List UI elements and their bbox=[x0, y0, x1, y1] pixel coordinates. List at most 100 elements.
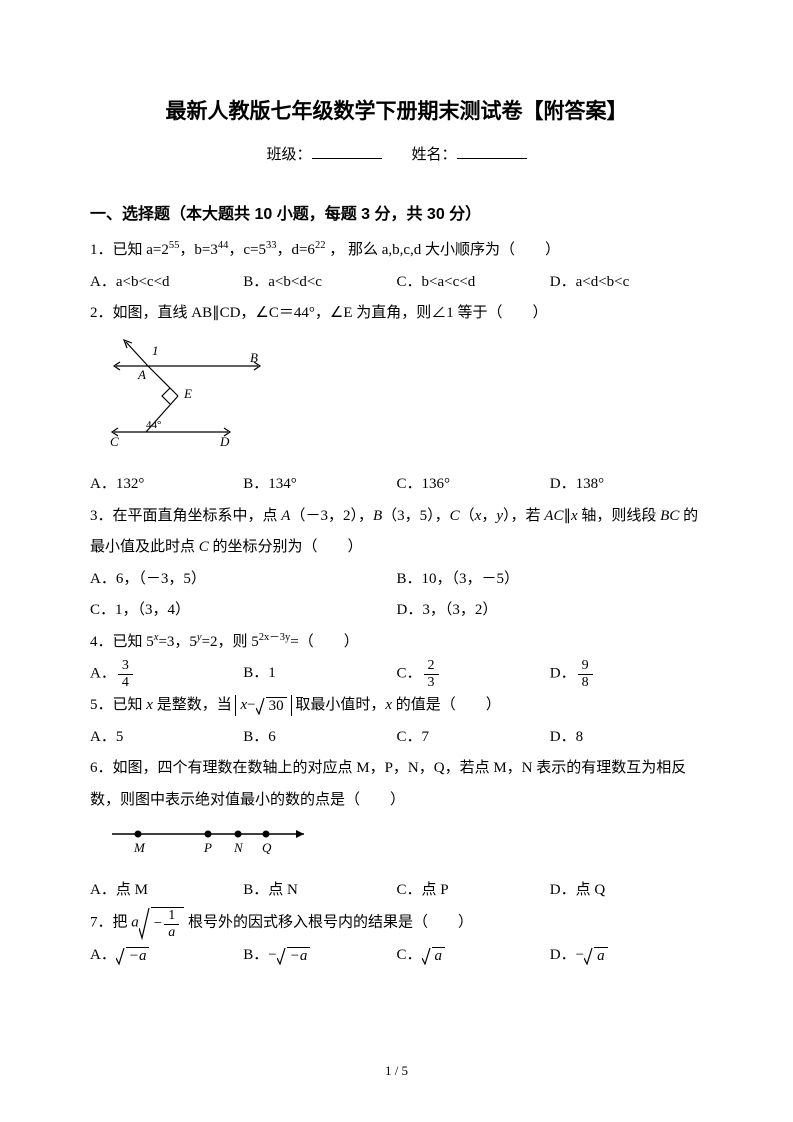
q4-d-den: 8 bbox=[578, 675, 593, 690]
q7-rad-num: 1 bbox=[164, 908, 179, 924]
q6-option-a: A．点 M bbox=[90, 875, 243, 907]
q7-prefix: 7．把 bbox=[90, 914, 128, 930]
svg-text:N: N bbox=[233, 840, 244, 855]
q7-b-label: B． bbox=[243, 947, 268, 963]
q3-option-c: C．1，（3，4） bbox=[90, 595, 397, 627]
q4-exp2x3y: 2x－3y bbox=[259, 632, 291, 643]
svg-text:D: D bbox=[219, 434, 230, 449]
q4-d-label: D． bbox=[550, 666, 576, 682]
q1-options: A．a<b<c<d B．a<b<d<c C．b<a<c<d D．a<d<b<c bbox=[90, 267, 703, 299]
q3-stem: 3．在平面直角坐标系中，点 A（－3，2），B（3，5），C（x，y），若 AC… bbox=[90, 501, 703, 564]
q1-option-a: A．a<b<c<d bbox=[90, 267, 243, 299]
sqrt-icon: 30 bbox=[256, 697, 287, 715]
q5-abs: x−30 bbox=[235, 695, 291, 716]
q2-option-c: C．136° bbox=[397, 469, 550, 501]
q7-stem: 7．把 a−1a 根号外的因式移入根号内的结果是（ ） bbox=[90, 906, 703, 940]
q1-option-d: D．a<d<b<c bbox=[550, 267, 703, 299]
section-1-heading: 一、选择题（本大题共 10 小题，每题 3 分，共 30 分） bbox=[90, 198, 703, 232]
q4-option-b: B．1 bbox=[243, 658, 396, 690]
q7-b-neg: − bbox=[268, 947, 276, 963]
q4-a-label: A． bbox=[90, 666, 116, 682]
q3-option-d: D．3，（3，2） bbox=[397, 595, 704, 627]
sqrt-icon: a bbox=[422, 947, 446, 965]
q7-c-rad: a bbox=[432, 947, 446, 965]
q4-c-den: 3 bbox=[424, 675, 439, 690]
q1-exp4: 22 bbox=[315, 240, 326, 251]
q1-prefix: 1．已知 a=2 bbox=[90, 242, 169, 258]
q5-option-a: A．5 bbox=[90, 722, 243, 754]
sqrt-icon: −1a bbox=[139, 906, 184, 940]
question-5: 5．已知 x 是整数，当 x−30 取最小值时，x 的值是（ ） A．5 B．6… bbox=[90, 690, 703, 753]
svg-text:1: 1 bbox=[152, 343, 159, 358]
q2-option-a: A．132° bbox=[90, 469, 243, 501]
q4-a-num: 3 bbox=[118, 658, 133, 674]
page-title: 最新人教版七年级数学下册期末测试卷【附答案】 bbox=[90, 90, 703, 134]
question-2: 2．如图，直线 AB∥CD，∠C＝44°，∠E 为直角，则∠1 等于（ ） bbox=[90, 298, 703, 501]
svg-text:44°: 44° bbox=[146, 419, 161, 431]
q5-suffix: 取最小值时，x 的值是（ ） bbox=[295, 697, 500, 713]
q3-options: A．6，（－3，5） B．10，（3，－5） C．1，（3，4） D．3，（3，… bbox=[90, 564, 703, 627]
question-7: 7．把 a−1a 根号外的因式移入根号内的结果是（ ） A．−a B．−−a C… bbox=[90, 906, 703, 972]
q1-suffix: ， 那么 a,b,c,d 大小顺序为（ ） bbox=[325, 242, 560, 258]
q4-p3: =2，则 5 bbox=[202, 634, 259, 650]
q4-option-a: A．34 bbox=[90, 658, 243, 690]
q5-rad: 30 bbox=[266, 697, 287, 715]
q7-b-rad: −a bbox=[287, 947, 311, 965]
q7-rad-den: a bbox=[164, 925, 179, 940]
q2-options: A．132° B．134° C．136° D．138° bbox=[90, 469, 703, 501]
q7-option-b: B．−−a bbox=[243, 940, 396, 972]
q4-a-den: 4 bbox=[118, 675, 133, 690]
question-3: 3．在平面直角坐标系中，点 A（－3，2），B（3，5），C（x，y），若 AC… bbox=[90, 501, 703, 627]
question-6: 6．如图，四个有理数在数轴上的对应点 M，P，N，Q，若点 M，N 表示的有理数… bbox=[90, 753, 703, 906]
q7-suffix: 根号外的因式移入根号内的结果是（ ） bbox=[188, 914, 473, 930]
q2-figure: 1 A B E C D 44° bbox=[108, 336, 703, 464]
q5-option-d: D．8 bbox=[550, 722, 703, 754]
q7-a-rad: −a bbox=[126, 947, 150, 965]
q4-c-num: 2 bbox=[424, 658, 439, 674]
q6-stem: 6．如图，四个有理数在数轴上的对应点 M，P，N，Q，若点 M，N 表示的有理数… bbox=[90, 753, 703, 816]
q3-option-b: B．10，（3，－5） bbox=[397, 564, 704, 596]
sqrt-icon: a bbox=[584, 947, 608, 965]
q7-option-d: D．−a bbox=[550, 940, 703, 972]
q7-option-a: A．−a bbox=[90, 940, 243, 972]
name-blank[interactable] bbox=[457, 144, 527, 159]
q2-stem: 2．如图，直线 AB∥CD，∠C＝44°，∠E 为直角，则∠1 等于（ ） bbox=[90, 298, 703, 330]
q6-option-b: B．点 N bbox=[243, 875, 396, 907]
q1-sep1: ，b=3 bbox=[179, 242, 217, 258]
sqrt-icon: −a bbox=[116, 947, 150, 965]
q4-options: A．34 B．1 C．23 D．98 bbox=[90, 658, 703, 690]
q4-option-c: C．23 bbox=[397, 658, 550, 690]
q1-exp1: 55 bbox=[169, 240, 180, 251]
q7-option-c: C．a bbox=[397, 940, 550, 972]
q1-option-c: C．b<a<c<d bbox=[397, 267, 550, 299]
svg-text:C: C bbox=[110, 434, 119, 449]
q6-option-c: C．点 P bbox=[397, 875, 550, 907]
q7-d-label: D． bbox=[550, 947, 576, 963]
svg-text:M: M bbox=[133, 840, 146, 855]
class-label: 班级： bbox=[266, 147, 311, 163]
q5-minus: − bbox=[247, 697, 255, 713]
q4-d-num: 9 bbox=[578, 658, 593, 674]
q4-p2: =3，5 bbox=[158, 634, 196, 650]
q2-option-d: D．138° bbox=[550, 469, 703, 501]
q1-sep3: ，d=6 bbox=[276, 242, 314, 258]
q7-d-rad: a bbox=[594, 947, 608, 965]
q6-options: A．点 M B．点 N C．点 P D．点 Q bbox=[90, 875, 703, 907]
q1-exp3: 33 bbox=[266, 240, 277, 251]
q5-option-b: B．6 bbox=[243, 722, 396, 754]
q4-stem: 4．已知 5x=3，5y=2，则 52x－3y=（ ） bbox=[90, 627, 703, 659]
q4-c-label: C． bbox=[397, 666, 422, 682]
q7-options: A．−a B．−−a C．a D．−a bbox=[90, 940, 703, 972]
q7-rad: −1a bbox=[151, 907, 184, 940]
class-blank[interactable] bbox=[312, 144, 382, 159]
question-1: 1．已知 a=255，b=344，c=533，d=622 ， 那么 a,b,c,… bbox=[90, 235, 703, 298]
q7-d-neg: − bbox=[576, 947, 584, 963]
svg-text:A: A bbox=[137, 367, 146, 382]
q5-option-c: C．7 bbox=[397, 722, 550, 754]
q4-p4: =（ ） bbox=[290, 634, 358, 650]
svg-text:P: P bbox=[203, 840, 212, 855]
q7-neg: − bbox=[154, 916, 162, 932]
sqrt-icon: −a bbox=[277, 947, 311, 965]
question-4: 4．已知 5x=3，5y=2，则 52x－3y=（ ） A．34 B．1 C．2… bbox=[90, 627, 703, 690]
q3-option-a: A．6，（－3，5） bbox=[90, 564, 397, 596]
